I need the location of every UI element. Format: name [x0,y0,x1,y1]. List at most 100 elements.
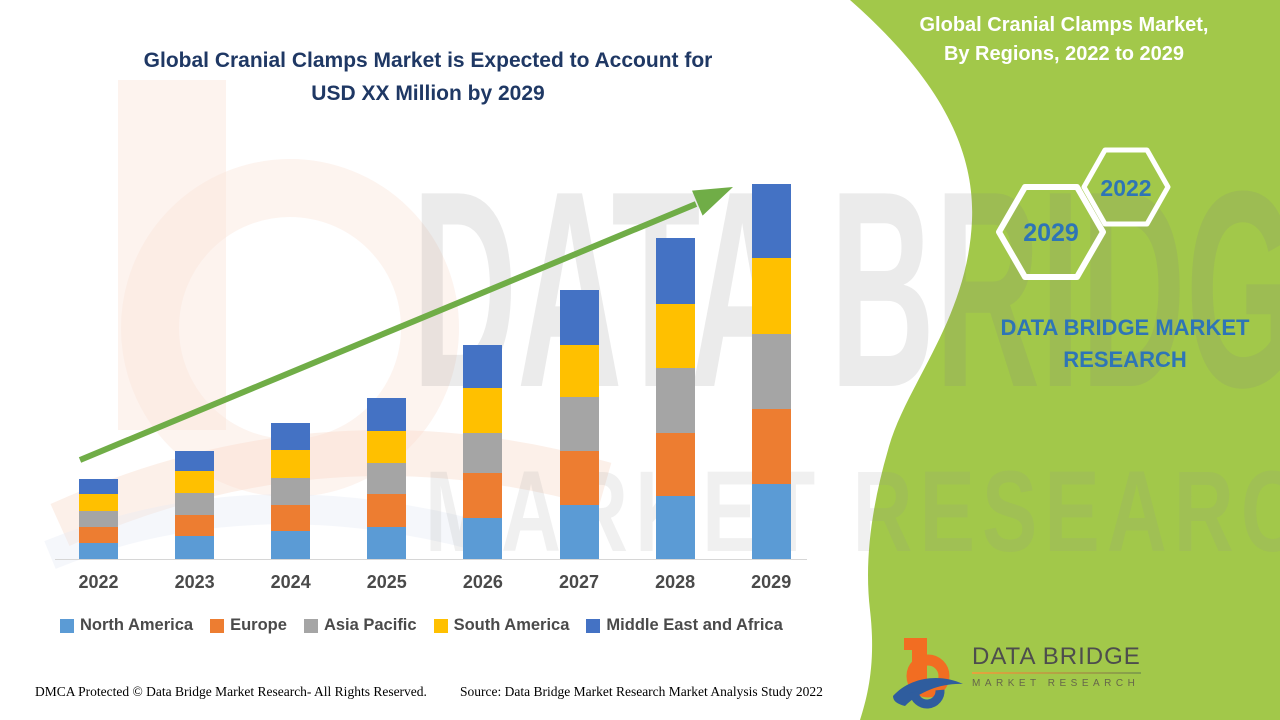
bar-2028 [655,238,695,559]
bar-segment-south-america-2022 [79,494,118,511]
legend-item-europe: Europe [210,616,287,635]
footer-dmca-text: DMCA Protected © Data Bridge Market Rese… [35,684,427,699]
bar-segment-middle-east-and-africa-2023 [175,451,215,471]
x-axis-label-2025: 2025 [366,572,407,592]
bar-segment-middle-east-and-africa-2026 [463,345,503,388]
bar-2025 [367,398,407,559]
logo-subtitle: MARKET RESEARCH [972,678,1140,689]
stacked-bar-chart [55,179,807,560]
bar-segment-north-america-2028 [655,496,695,559]
bar-segment-south-america-2029 [751,258,791,334]
bar-segment-europe-2022 [79,527,118,543]
legend-item-south-america: South America [433,616,570,635]
legend-label-south-america: South America [453,616,570,634]
bar-segment-middle-east-and-africa-2024 [271,423,311,450]
bar-segment-south-america-2026 [463,388,503,433]
bar-segment-south-america-2027 [559,345,599,397]
bar-segment-middle-east-and-africa-2025 [367,398,407,431]
x-axis-line [55,559,807,560]
x-axis-label-2027: 2027 [558,572,600,592]
legend-swatch-north-america [60,618,74,633]
legend-swatch-asia-pacific [303,618,318,633]
legend-label-europe: Europe [230,616,287,634]
bar-segment-middle-east-and-africa-2022 [79,479,118,494]
bar-segment-asia-pacific-2023 [175,493,215,515]
bar-segment-europe-2025 [367,494,407,527]
hexagon-2022 [1081,147,1171,227]
bar-2026 [463,345,503,559]
x-axis-label-2024: 2024 [270,572,311,592]
hexagon-decorations [996,147,1171,280]
bar-segment-europe-2029 [751,409,791,484]
legend-item-middle-east-and-africa: Middle East and Africa [586,616,783,635]
panel-title-line1: Global Cranial Clamps Market, [919,14,1209,36]
legend-item-north-america: North America [60,616,193,635]
bar-segment-south-america-2028 [655,304,695,368]
page-title-line1: Global Cranial Clamps Market is Expected… [143,49,713,72]
x-axis-label-2026: 2026 [462,572,503,592]
bar-segment-asia-pacific-2026 [463,433,503,473]
bar-segment-europe-2028 [655,433,695,496]
trend-arrow [78,187,733,463]
legend-swatch-south-america [433,618,448,633]
logo-text-block: DATA BRIDGE MARKET RESEARCH [972,644,1141,689]
panel-title-line2: By Regions, 2022 to 2029 [943,43,1185,65]
bar-segment-europe-2027 [559,451,599,505]
footer-source-text: Source: Data Bridge Market Research Mark… [460,684,823,699]
bar-segment-europe-2023 [175,515,215,536]
legend-swatch-europe [210,618,225,633]
bar-segment-north-america-2022 [79,543,118,559]
panel-title: Global Cranial Clamps Market, By Regions… [888,11,1240,69]
bar-segment-asia-pacific-2027 [559,397,599,451]
x-axis-label-2028: 2028 [655,572,696,592]
logo-divider [972,672,1141,674]
bar-segment-south-america-2025 [367,431,407,463]
hexagon-year-2022: 2022 [1100,175,1152,201]
legend-label-asia-pacific: Asia Pacific [323,616,417,634]
hexagon-2029 [996,184,1106,280]
legend-swatch-middle-east-and-africa [586,618,601,633]
x-axis-labels: 2022 2023 2024 2025 2026 2027 2028 2029 [55,572,807,596]
legend-item-asia-pacific: Asia Pacific [303,616,417,635]
bar-segment-north-america-2023 [175,536,215,559]
bar-segment-north-america-2029 [751,484,791,559]
x-axis-label-2022: 2022 [78,572,119,592]
databridge-b-icon [893,638,963,709]
bar-segment-middle-east-and-africa-2029 [751,184,791,258]
page-title: Global Cranial Clamps Market is Expected… [68,44,788,110]
bar-segment-asia-pacific-2024 [271,478,311,505]
bar-2024 [271,423,311,559]
bar-segment-north-america-2024 [271,531,311,559]
bar-segment-asia-pacific-2029 [751,334,791,409]
legend-label-north-america: North America [80,616,194,634]
bar-2029 [751,184,791,559]
company-logo: DATA BRIDGE MARKET RESEARCH [890,632,1141,716]
bar-segment-asia-pacific-2025 [367,463,407,494]
bar-segment-north-america-2025 [367,527,407,559]
panel-brand-text: DATA BRIDGE MARKET RESEARCH [950,312,1280,376]
bar-segment-north-america-2026 [463,518,503,559]
bar-segment-middle-east-and-africa-2027 [559,290,599,345]
panel-brand-line2: RESEARCH [1063,347,1187,372]
chart-legend: North America Europe Asia Pacific South Ame… [60,616,783,635]
panel-brand-line1: DATA BRIDGE MARKET [1000,315,1250,340]
bar-2027 [559,290,599,559]
legend-label-middle-east-and-africa: Middle East and Africa [606,616,783,634]
bar-segment-europe-2024 [271,505,311,531]
logo-name: DATA BRIDGE [972,643,1141,670]
bar-segment-south-america-2023 [175,471,215,493]
bar-segment-north-america-2027 [559,505,599,559]
bar-segment-south-america-2024 [271,450,311,478]
page-title-line2: USD XX Million by 2029 [311,82,545,105]
x-axis-label-2023: 2023 [174,572,215,592]
hexagon-year-2029: 2029 [1023,219,1079,247]
bar-segment-asia-pacific-2022 [79,511,118,527]
x-axis-label-2029: 2029 [751,572,792,592]
bar-2023 [175,451,215,559]
bar-segment-middle-east-and-africa-2028 [655,238,695,304]
bar-segment-europe-2026 [463,473,503,518]
bar-2022 [79,479,118,559]
bar-segment-asia-pacific-2028 [655,368,695,433]
